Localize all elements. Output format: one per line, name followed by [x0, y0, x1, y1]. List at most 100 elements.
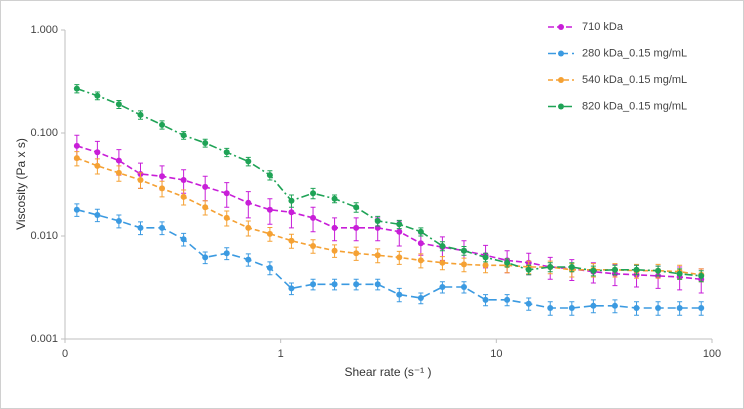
series-line	[76, 208, 702, 309]
point	[115, 217, 122, 224]
point	[331, 224, 338, 231]
point	[568, 264, 575, 271]
point	[266, 264, 273, 271]
legend-marker	[558, 103, 564, 110]
point	[374, 217, 381, 224]
point	[94, 92, 101, 99]
point	[310, 214, 317, 221]
point	[159, 173, 166, 180]
x-tick-label: 0	[62, 348, 68, 360]
y-tick-label: 0.100	[30, 127, 58, 139]
point	[417, 295, 424, 302]
point	[266, 206, 273, 213]
point	[288, 237, 295, 244]
legend-marker	[558, 24, 564, 30]
point	[94, 211, 101, 218]
legend-label: 280 kDa_0.15 mg/mL	[582, 47, 687, 59]
point	[310, 281, 317, 288]
y-tick-label: 1.000	[30, 24, 58, 36]
point	[202, 139, 209, 146]
point	[439, 242, 446, 249]
point	[137, 176, 144, 183]
series-line	[76, 157, 702, 276]
point	[482, 262, 489, 269]
y-tick-label: 0.010	[30, 230, 58, 242]
point	[223, 250, 230, 257]
point	[94, 149, 101, 156]
point	[159, 121, 166, 128]
legend-label: 820 kDa_0.15 mg/mL	[582, 100, 687, 112]
point	[223, 190, 230, 197]
point	[266, 172, 273, 179]
point	[202, 183, 209, 190]
point	[310, 190, 317, 197]
point	[202, 204, 209, 211]
y-axis-title: Viscosity (Pa x s)	[14, 138, 28, 230]
point	[73, 155, 80, 162]
point	[655, 267, 662, 274]
legend-marker	[558, 50, 564, 57]
point	[504, 296, 511, 303]
point	[73, 142, 80, 149]
series	[73, 203, 705, 316]
point	[180, 132, 187, 139]
point	[590, 302, 597, 309]
point	[331, 247, 338, 254]
point	[633, 304, 640, 311]
x-tick-label: 1	[278, 348, 284, 360]
point	[266, 230, 273, 237]
point	[482, 296, 489, 303]
point	[245, 158, 252, 165]
point	[159, 224, 166, 231]
point	[288, 197, 295, 204]
point	[94, 162, 101, 169]
point	[73, 206, 80, 213]
series-line	[76, 145, 702, 281]
point	[547, 264, 554, 271]
y-tick-label: 0.001	[30, 333, 58, 345]
point	[223, 214, 230, 221]
point	[374, 252, 381, 259]
point	[568, 304, 575, 311]
point	[159, 185, 166, 192]
point	[396, 221, 403, 228]
point	[331, 281, 338, 288]
x-tick-label: 10	[490, 348, 502, 360]
point	[525, 300, 532, 307]
point	[633, 266, 640, 273]
point	[698, 272, 705, 279]
point	[590, 267, 597, 274]
point	[137, 111, 144, 118]
point	[331, 195, 338, 202]
point	[353, 281, 360, 288]
point	[180, 176, 187, 183]
point	[137, 224, 144, 231]
point	[73, 85, 80, 92]
point	[396, 254, 403, 261]
point	[460, 247, 467, 254]
point	[676, 270, 683, 277]
point	[482, 254, 489, 261]
point	[460, 261, 467, 268]
point	[698, 304, 705, 311]
series	[73, 84, 705, 283]
point	[288, 285, 295, 292]
legend-label: 540 kDa_0.15 mg/mL	[582, 74, 687, 86]
point	[396, 228, 403, 235]
x-tick-label: 100	[703, 348, 721, 360]
point	[439, 259, 446, 266]
point	[353, 250, 360, 257]
point	[245, 256, 252, 263]
legend-marker	[558, 77, 564, 83]
point	[310, 242, 317, 249]
point	[417, 228, 424, 235]
point	[353, 204, 360, 211]
point	[525, 266, 532, 273]
point	[115, 169, 122, 176]
point	[504, 259, 511, 266]
point	[245, 224, 252, 231]
point	[353, 224, 360, 231]
point	[460, 283, 467, 290]
point	[223, 149, 230, 156]
